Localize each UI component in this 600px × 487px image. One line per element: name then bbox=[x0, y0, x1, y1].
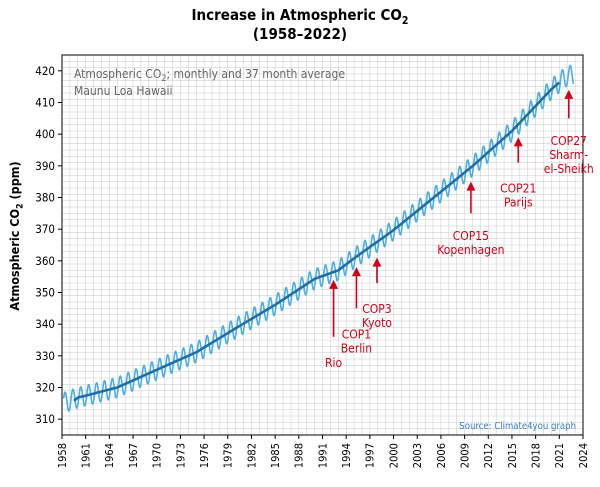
x-tick-label: 2015 bbox=[506, 443, 519, 468]
annotation-arrow-head bbox=[372, 257, 382, 267]
y-tick-label: 390 bbox=[35, 159, 55, 173]
x-tick-label: 1973 bbox=[174, 443, 187, 468]
y-tick-label: 370 bbox=[35, 222, 55, 236]
x-tick-label: 1976 bbox=[198, 443, 211, 468]
x-tick-label: 1970 bbox=[151, 443, 164, 468]
y-tick-label: 320 bbox=[35, 381, 55, 395]
annotation-arrow-head bbox=[351, 267, 361, 277]
x-tick-label: 1961 bbox=[80, 443, 93, 468]
annotation: Rio bbox=[325, 279, 343, 370]
annotation-label: Kyoto bbox=[362, 316, 392, 330]
annotation-arrow-head bbox=[466, 181, 476, 191]
annotation-arrow-head bbox=[329, 279, 339, 289]
annotation-label: Parijs bbox=[504, 196, 533, 210]
y-tick-label: 420 bbox=[35, 64, 55, 78]
annotation-arrow-head bbox=[564, 89, 574, 99]
annotation-label: COP15 bbox=[453, 229, 489, 243]
y-tick-label: 410 bbox=[35, 96, 55, 110]
series-group bbox=[62, 64, 575, 412]
annotation-label: COP1 bbox=[342, 327, 371, 341]
x-axis: 1958 1961 1964 1967 1970 1973 1976 1979 1982 1985… bbox=[56, 435, 590, 468]
grid bbox=[62, 55, 583, 435]
y-tick-label: 330 bbox=[35, 349, 55, 363]
y-axis: 310 320 330 340 350 360 370 380 390 400 410 420 bbox=[35, 64, 62, 426]
annotations: RioCOP1BerlinCOP3KyotoCOP15KopenhagenCOP… bbox=[325, 89, 594, 370]
x-tick-label: 1979 bbox=[222, 443, 235, 468]
x-tick-label: 1988 bbox=[293, 443, 306, 468]
source-credit: Source: Climate4you graph bbox=[459, 421, 576, 432]
series-average-line bbox=[73, 81, 561, 402]
y-tick-label: 350 bbox=[35, 286, 55, 300]
annotation-label: Rio bbox=[325, 356, 343, 370]
legend-line-2: Maunu Loa Hawaii bbox=[74, 84, 173, 98]
x-tick-label: 2009 bbox=[458, 443, 471, 468]
x-tick-label: 2003 bbox=[411, 443, 424, 468]
x-tick-label: 1991 bbox=[316, 443, 329, 468]
annotation-arrow-head bbox=[513, 137, 523, 147]
x-tick-label: 1967 bbox=[127, 443, 140, 468]
chart-title: Increase in Atmospheric CO2 bbox=[191, 6, 409, 27]
annotation-label: Kopenhagen bbox=[437, 243, 504, 257]
annotation-label: COP3 bbox=[362, 302, 391, 316]
annotation-label: Berlin bbox=[341, 341, 372, 355]
x-tick-label: 1958 bbox=[56, 443, 69, 468]
y-tick-label: 340 bbox=[35, 317, 55, 331]
x-tick-label: 1985 bbox=[269, 443, 282, 468]
x-tick-label: 2018 bbox=[529, 443, 542, 468]
chart-subtitle: (1958–2022) bbox=[252, 25, 348, 43]
x-tick-label: 2006 bbox=[435, 443, 448, 468]
x-tick-label: 1964 bbox=[103, 443, 116, 468]
x-tick-label: 2024 bbox=[577, 443, 590, 468]
x-tick-label: 2021 bbox=[553, 443, 566, 468]
x-tick-label: 1982 bbox=[245, 443, 258, 468]
annotation-label: COP21 bbox=[500, 182, 536, 196]
y-tick-label: 400 bbox=[35, 127, 55, 141]
y-tick-label: 310 bbox=[35, 412, 55, 426]
x-tick-label: 1997 bbox=[364, 443, 377, 468]
series-monthly-line bbox=[62, 64, 575, 412]
x-tick-label: 2012 bbox=[482, 443, 495, 468]
annotation-label: Sharm- bbox=[549, 148, 588, 162]
legend-line-1: Atmospheric CO2; monthly and 37 month av… bbox=[74, 67, 345, 84]
y-tick-label: 360 bbox=[35, 254, 55, 268]
x-tick-label: 1994 bbox=[340, 443, 353, 468]
x-tick-label: 2000 bbox=[387, 443, 400, 468]
annotation-label: COP27 bbox=[551, 134, 587, 148]
y-tick-label: 380 bbox=[35, 191, 55, 205]
annotation-label: el-Sheikh bbox=[544, 162, 594, 176]
